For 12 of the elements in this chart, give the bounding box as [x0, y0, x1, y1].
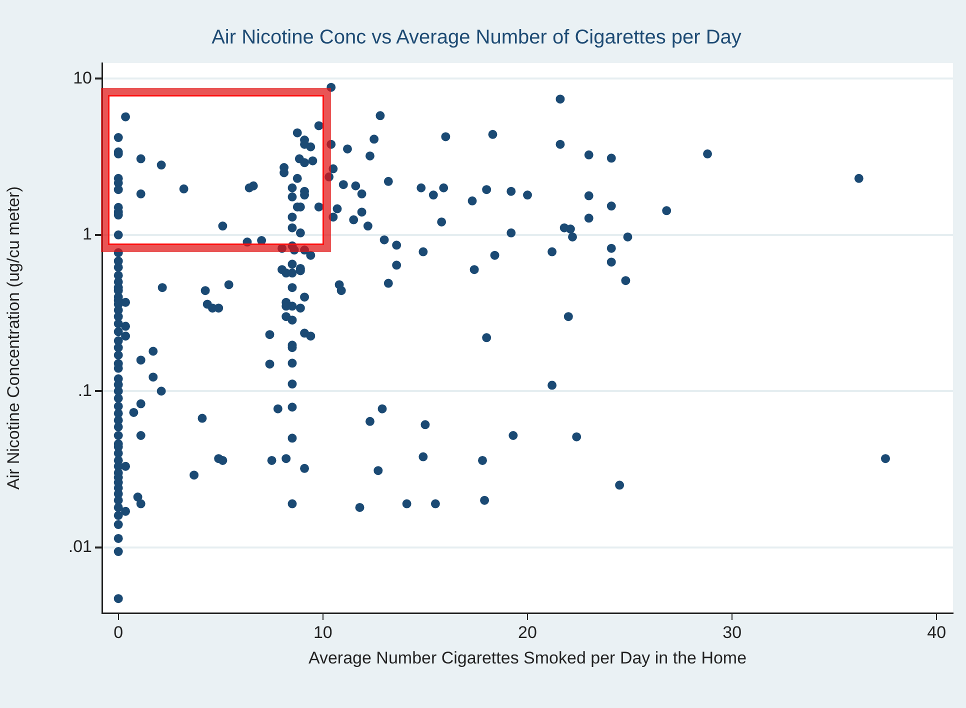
x-tick-label: 20 — [518, 622, 537, 642]
x-tick-label: 10 — [313, 622, 332, 642]
chart-title: Air Nicotine Conc vs Average Number of Cigarettes per Day — [212, 26, 742, 49]
y-tick-label: .1 — [78, 380, 92, 400]
y-tick-label: .01 — [68, 537, 92, 556]
y-tick-label: 1 — [82, 224, 92, 244]
y-axis-title: Air Nicotine Concentration (ug/cu meter) — [4, 186, 23, 490]
x-tick-label: 0 — [114, 622, 124, 642]
x-tick-label: 30 — [722, 622, 742, 642]
x-tick-label: 40 — [927, 622, 946, 642]
x-axis-title: Average Number Cigarettes Smoked per Day in the Home — [308, 648, 747, 668]
y-tick-label: 10 — [73, 68, 92, 88]
